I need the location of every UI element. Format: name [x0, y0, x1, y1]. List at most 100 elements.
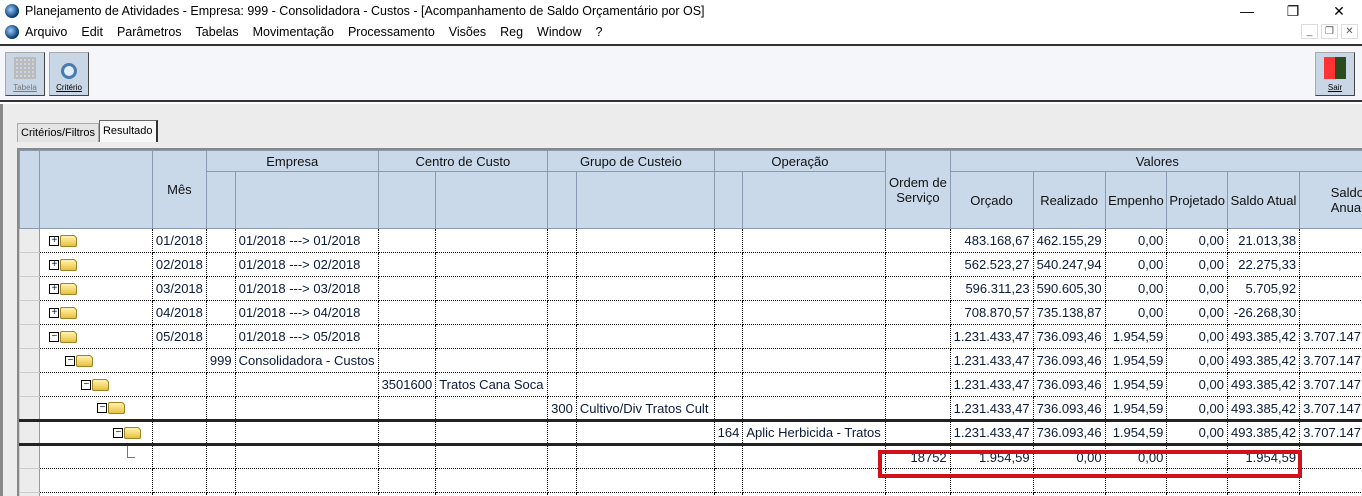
collapse-toggle-icon[interactable]: − [113, 427, 124, 438]
expand-toggle-icon[interactable]: + [49, 235, 60, 246]
header-realizado[interactable]: Realizado [1032, 171, 1106, 229]
collapse-toggle-icon[interactable]: − [97, 403, 108, 413]
header-empresa[interactable]: Empresa [205, 150, 379, 172]
header-projetado[interactable]: Projetado [1166, 171, 1228, 229]
title-bar: Planejamento de Atividades - Empresa: 99… [0, 0, 1362, 22]
cell-orcado: 1.231.433,47 [950, 420, 1034, 446]
cell-op-cod [714, 444, 744, 469]
mdi-restore-button[interactable]: ❐ [1321, 24, 1338, 39]
cell-emp [235, 492, 379, 496]
row-header[interactable] [19, 492, 41, 496]
table-row[interactable]: − 164 Aplic Herbicida - Tratos 1.231.433,47… [19, 420, 1362, 446]
tab-criterios-filtros[interactable]: Critérios/Filtros [17, 123, 99, 142]
sair-button[interactable]: Sair [1315, 52, 1355, 96]
table-row[interactable]: +04/2018 01/2018 ---> 04/2018 708.870,57 73… [19, 300, 1362, 325]
cell-mes [152, 348, 207, 373]
cell-realizado [1033, 492, 1106, 496]
table-row[interactable]: +02/2018 01/2018 ---> 02/2018 562.523,27 54… [19, 252, 1362, 277]
header-grupo-custeio[interactable]: Grupo de Custeio [547, 150, 715, 172]
menu-vises[interactable]: Visões [448, 25, 487, 39]
table-row[interactable]: +03/2018 01/2018 ---> 03/2018 596.311,23 59… [19, 276, 1362, 301]
tab-resultado[interactable]: Resultado [98, 120, 158, 142]
mdi-minimize-button[interactable]: _ [1301, 24, 1318, 39]
minimize-button[interactable]: — [1240, 3, 1254, 19]
menu-[interactable]: ? [595, 25, 603, 39]
cell-cc-cod [378, 252, 437, 277]
row-header[interactable] [19, 468, 41, 493]
row-header[interactable] [19, 252, 41, 277]
table-row[interactable] [19, 492, 1362, 496]
collapse-toggle-icon[interactable]: − [81, 379, 92, 390]
expand-toggle-icon[interactable]: + [49, 307, 60, 318]
header-centro-custo[interactable]: Centro de Custo [377, 150, 549, 172]
cell-mes [152, 468, 207, 493]
row-header[interactable] [19, 228, 41, 253]
header-orcado[interactable]: Orçado [949, 171, 1034, 229]
tabela-button[interactable]: Tabela [5, 52, 45, 96]
row-header[interactable] [19, 324, 41, 349]
row-header[interactable] [19, 348, 41, 373]
menu-arquivo[interactable]: Arquivo [25, 25, 68, 39]
cell-empenho: 0,00 [1105, 276, 1168, 301]
collapse-toggle-icon[interactable]: − [65, 355, 76, 366]
cell-emp: Consolidadora - Custos [235, 348, 379, 373]
tree-cell: − [39, 348, 153, 373]
header-saldo-anual[interactable]: Saldo Anual [1299, 171, 1362, 229]
cell-mes [152, 372, 207, 397]
cell-op-cod [714, 492, 744, 496]
row-header[interactable] [19, 300, 41, 325]
header-operacao[interactable]: Operação [713, 150, 887, 172]
cell-cc [435, 324, 549, 349]
cell-orcado: 596.311,23 [950, 276, 1034, 301]
menu-processamento[interactable]: Processamento [347, 25, 435, 39]
table-row[interactable]: − 300 Cultivo/Div Tratos Cult 1.231.433,47 7… [19, 396, 1362, 422]
tree-cell: + [39, 300, 153, 325]
header-mes[interactable]: Mês [151, 150, 207, 229]
table-row[interactable]: +01/2018 01/2018 ---> 01/2018 483.168,67 46… [19, 228, 1362, 253]
cell-mes: 01/2018 [152, 228, 207, 253]
menu-movimentao[interactable]: Movimentação [252, 25, 334, 39]
cell-op [742, 252, 887, 277]
restore-button[interactable]: ❐ [1286, 2, 1300, 19]
app-menu-icon[interactable] [5, 25, 19, 39]
close-button[interactable]: ✕ [1333, 2, 1345, 19]
expand-toggle-icon[interactable]: + [49, 259, 60, 270]
folder-icon [92, 378, 110, 391]
cell-realizado: 540.247,94 [1033, 252, 1106, 277]
table-row[interactable] [19, 468, 1362, 493]
expand-toggle-icon[interactable]: + [49, 283, 60, 294]
menu-reg[interactable]: Reg [500, 25, 524, 39]
row-header[interactable] [19, 276, 41, 301]
cell-projetado: 0,00 [1166, 276, 1228, 301]
cell-op-cod [714, 372, 744, 397]
table-row[interactable]: − 05/2018 01/2018 ---> 05/2018 1.231.433,47… [19, 324, 1362, 349]
cell-gc [576, 300, 715, 325]
menu-tabelas[interactable]: Tabelas [195, 25, 239, 39]
table-icon [14, 57, 36, 79]
row-header[interactable] [19, 444, 41, 469]
menu-edit[interactable]: Edit [81, 25, 103, 39]
collapse-toggle-icon[interactable]: − [49, 331, 60, 342]
cell-mes: 02/2018 [152, 252, 207, 277]
header-ordem-servico[interactable]: Ordem de Serviço [885, 150, 951, 229]
header-empenho[interactable]: Empenho [1104, 171, 1168, 229]
row-header[interactable] [19, 396, 41, 422]
cell-saldo-atual: 22.275,33 [1227, 252, 1301, 277]
sub-header [713, 171, 744, 229]
menu-window[interactable]: Window [537, 25, 582, 39]
table-row[interactable]: 18752 1.954,59 0,00 0,00 1.954,59 [19, 444, 1362, 469]
tree-cell [39, 468, 153, 493]
header-saldo-atual[interactable]: Saldo Atual [1226, 171, 1301, 229]
sub-header [575, 171, 715, 229]
cell-cc: Tratos Cana Soca [435, 372, 549, 397]
row-header[interactable] [19, 372, 41, 397]
menu-parmetros[interactable]: Parâmetros [116, 25, 182, 39]
cell-cc [435, 396, 549, 422]
cell-gc [576, 252, 715, 277]
table-row[interactable]: − 999 Consolidadora - Custos 1.231.433,47 73… [19, 348, 1362, 373]
table-row[interactable]: − 3501600 Tratos Cana Soca 1.231.433,47 736.… [19, 372, 1362, 397]
criterio-button[interactable]: Critério [49, 52, 89, 96]
cell-projetado: 0,00 [1166, 372, 1228, 397]
mdi-close-button[interactable]: ✕ [1341, 24, 1358, 39]
row-header[interactable] [19, 420, 41, 446]
